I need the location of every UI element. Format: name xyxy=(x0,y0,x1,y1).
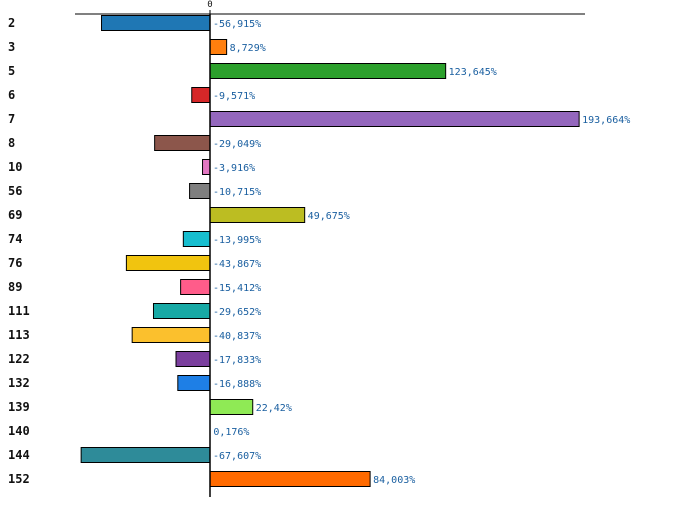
bar-6 xyxy=(191,87,211,103)
value-label-7: 193,664% xyxy=(582,115,630,126)
bar-69 xyxy=(209,207,306,223)
category-label-7: 7 xyxy=(8,112,15,126)
category-label-6: 6 xyxy=(8,88,15,102)
category-label-113: 113 xyxy=(8,328,30,342)
bar-3 xyxy=(209,39,228,55)
value-label-74: -13,995% xyxy=(213,235,261,246)
category-label-5: 5 xyxy=(8,64,15,78)
category-label-144: 144 xyxy=(8,448,30,462)
value-label-69: 49,675% xyxy=(308,211,350,222)
value-label-139: 22,42% xyxy=(256,403,292,414)
bar-89 xyxy=(180,279,211,295)
value-label-5: 123,645% xyxy=(449,67,497,78)
value-label-152: 84,003% xyxy=(373,475,415,486)
value-label-122: -17,833% xyxy=(213,355,261,366)
value-label-113: -40,837% xyxy=(213,331,261,342)
bar-132 xyxy=(177,375,211,391)
category-label-122: 122 xyxy=(8,352,30,366)
value-label-8: -29,049% xyxy=(213,139,261,150)
bar-5 xyxy=(209,63,447,79)
category-label-139: 139 xyxy=(8,400,30,414)
value-label-144: -67,607% xyxy=(213,451,261,462)
bar-122 xyxy=(175,351,211,367)
category-label-89: 89 xyxy=(8,280,22,294)
bar-2 xyxy=(101,15,211,31)
value-label-132: -16,888% xyxy=(213,379,261,390)
bar-76 xyxy=(125,255,211,271)
bar-56 xyxy=(189,183,211,199)
value-label-76: -43,867% xyxy=(213,259,261,270)
category-label-2: 2 xyxy=(8,16,15,30)
value-label-56: -10,715% xyxy=(213,187,261,198)
bar-7 xyxy=(209,111,580,127)
zero-tick-label: 0 xyxy=(207,0,212,10)
category-label-10: 10 xyxy=(8,160,22,174)
category-label-8: 8 xyxy=(8,136,15,150)
category-label-69: 69 xyxy=(8,208,22,222)
bars-layer xyxy=(80,15,580,487)
value-label-6: -9,571% xyxy=(213,91,255,102)
category-label-140: 140 xyxy=(8,424,30,438)
bar-144 xyxy=(80,447,211,463)
labels-layer: 2 -56,915% 3 8,729% 5 123,645% 6 -9,571% 7 193,66… xyxy=(8,16,630,486)
bar-74 xyxy=(182,231,211,247)
category-label-3: 3 xyxy=(8,40,15,54)
value-label-89: -15,412% xyxy=(213,283,261,294)
category-label-152: 152 xyxy=(8,472,30,486)
category-label-74: 74 xyxy=(8,232,22,246)
value-label-111: -29,652% xyxy=(213,307,261,318)
value-label-2: -56,915% xyxy=(213,19,261,30)
value-label-140: 0,176% xyxy=(213,427,249,438)
bar-152 xyxy=(209,471,371,487)
bar-139 xyxy=(209,399,254,415)
category-label-132: 132 xyxy=(8,376,30,390)
bar-10 xyxy=(202,159,211,175)
value-label-3: 8,729% xyxy=(230,43,266,54)
value-label-10: -3,916% xyxy=(213,163,255,174)
bar-111 xyxy=(152,303,211,319)
category-label-56: 56 xyxy=(8,184,22,198)
category-label-76: 76 xyxy=(8,256,22,270)
category-label-111: 111 xyxy=(8,304,30,318)
bar-8 xyxy=(154,135,211,151)
bar-113 xyxy=(131,327,211,343)
